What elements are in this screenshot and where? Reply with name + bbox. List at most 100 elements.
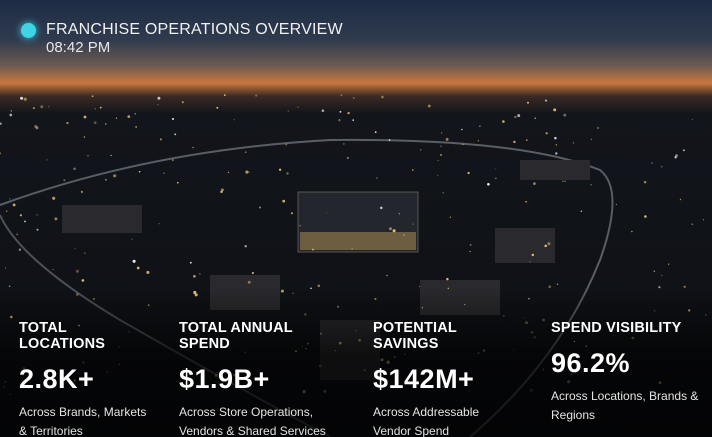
light (445, 137, 449, 141)
light (398, 213, 400, 215)
light (517, 114, 521, 118)
light (554, 136, 557, 140)
light (216, 106, 219, 109)
light (35, 126, 39, 130)
light (32, 107, 35, 110)
light (321, 109, 325, 113)
light (40, 105, 44, 109)
light (93, 121, 97, 125)
kpi-value: 2.8K+ (19, 364, 95, 394)
light (326, 212, 327, 214)
light (533, 182, 536, 185)
light (494, 177, 497, 180)
kpi-label: POTENTIAL SAVINGS (373, 320, 457, 352)
light (590, 138, 593, 141)
light (66, 121, 69, 125)
light (564, 180, 567, 183)
light (285, 143, 288, 146)
light (352, 97, 355, 99)
light (83, 136, 86, 138)
light (479, 125, 481, 128)
light (63, 179, 66, 182)
light (312, 248, 314, 251)
light (661, 274, 663, 277)
light (19, 214, 23, 217)
light (403, 234, 405, 236)
light (534, 117, 537, 120)
light (461, 128, 463, 131)
light (245, 170, 249, 174)
light (132, 259, 136, 263)
light (135, 126, 137, 128)
light (287, 110, 290, 112)
light (83, 115, 87, 119)
light (174, 133, 177, 136)
light (702, 219, 704, 221)
light (347, 111, 350, 115)
light (146, 270, 150, 274)
kpi-value: 96.2% (551, 348, 631, 378)
light (631, 230, 633, 233)
light (181, 101, 184, 104)
light (544, 99, 548, 102)
light (338, 118, 341, 122)
light (4, 267, 7, 269)
light (247, 280, 251, 284)
light (176, 181, 179, 184)
kpi-card: TOTAL ANNUAL SPEND $1.9B+ Across Store O… (179, 320, 339, 437)
status-indicator (21, 23, 36, 38)
light (20, 96, 24, 100)
light (556, 283, 559, 286)
light (255, 94, 258, 97)
light (529, 261, 531, 263)
hq-building (297, 191, 419, 253)
light (10, 110, 12, 112)
light (115, 117, 118, 119)
light (352, 119, 355, 121)
kpi-card: TOTAL LOCATIONS 2.8K+ Across Brands, Mar… (19, 320, 154, 437)
light (590, 184, 592, 186)
light (392, 229, 396, 233)
light (233, 119, 235, 121)
light (374, 131, 377, 133)
light (46, 159, 48, 161)
light (411, 169, 414, 171)
light (653, 270, 655, 272)
light (597, 127, 599, 129)
kpi-card: POTENTIAL SAVINGS $142M+ Across Addressa… (373, 320, 513, 437)
light (52, 196, 56, 200)
light (437, 159, 439, 161)
light (74, 248, 76, 250)
light (572, 142, 575, 144)
light (340, 94, 343, 97)
light (376, 177, 378, 179)
light (469, 250, 471, 253)
light (679, 198, 682, 201)
light (52, 268, 54, 270)
kpi-label: TOTAL LOCATIONS (19, 320, 106, 352)
light (34, 124, 38, 128)
kpi-value: $1.9B+ (179, 364, 270, 394)
light (189, 261, 192, 264)
light (643, 180, 647, 184)
light (91, 95, 94, 98)
light (668, 263, 670, 265)
light (644, 215, 647, 218)
light (278, 168, 282, 171)
light (75, 269, 79, 273)
light (615, 203, 618, 206)
light (18, 248, 22, 251)
light (290, 212, 293, 215)
light (282, 199, 286, 203)
light (73, 167, 76, 171)
building (62, 205, 142, 233)
light (555, 152, 558, 155)
kpi-description: Across Brands, Markets & Territories (19, 405, 147, 437)
light (339, 110, 342, 113)
light (24, 220, 26, 223)
light (347, 157, 349, 159)
light (36, 214, 38, 216)
light (171, 159, 174, 162)
light (16, 233, 19, 236)
